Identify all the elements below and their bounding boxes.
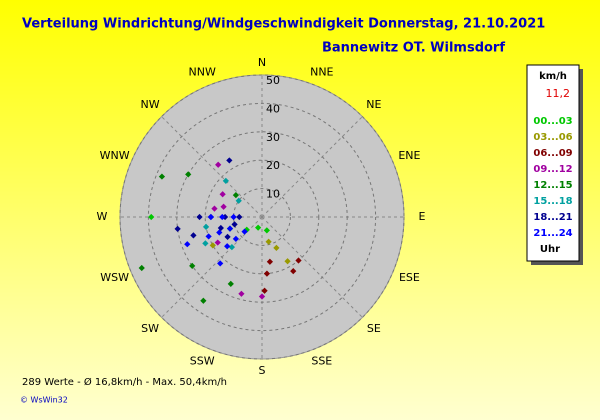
copyright: © WsWin32 xyxy=(20,396,68,405)
direction-label: ENE xyxy=(398,149,420,162)
data-point xyxy=(226,157,233,164)
direction-label: NNE xyxy=(310,66,333,79)
data-point xyxy=(214,239,221,246)
legend-entry: 09...12 xyxy=(533,164,572,175)
data-point xyxy=(290,267,297,275)
data-point xyxy=(231,221,238,228)
r-tick-label: 30 xyxy=(266,131,280,144)
data-point xyxy=(232,191,240,199)
chart-title: Verteilung Windrichtung/Windgeschwindigk… xyxy=(22,17,545,32)
legend-footer: Uhr xyxy=(540,244,560,255)
direction-label: WNW xyxy=(100,149,130,162)
direction-label: NNW xyxy=(189,66,216,79)
data-point xyxy=(261,287,268,294)
data-point xyxy=(222,177,229,184)
data-point xyxy=(266,258,274,265)
direction-label: SW xyxy=(141,322,159,335)
direction-label: NE xyxy=(366,98,381,111)
data-point xyxy=(226,225,234,232)
data-point xyxy=(215,161,222,168)
data-point xyxy=(263,270,271,277)
data-point xyxy=(224,243,231,250)
direction-label: ESE xyxy=(399,271,420,284)
direction-label: WSW xyxy=(100,271,129,284)
data-point xyxy=(184,241,191,248)
direction-label: SSW xyxy=(190,354,215,367)
data-point xyxy=(220,203,227,210)
data-point xyxy=(255,224,262,231)
r-tick-label: 20 xyxy=(266,159,280,172)
data-point xyxy=(258,293,266,300)
legend-entry: 00...03 xyxy=(533,116,572,127)
r-tick-label: 10 xyxy=(266,188,280,201)
data-point xyxy=(189,262,196,269)
direction-label: N xyxy=(258,56,266,69)
chart-subtitle: Bannewitz OT. Wilmsdorf xyxy=(322,41,505,56)
data-point xyxy=(238,290,245,297)
data-point xyxy=(236,213,243,221)
direction-label: SSE xyxy=(311,354,332,367)
legend-entry: 12...15 xyxy=(533,180,572,191)
grid-ring xyxy=(119,74,405,360)
r-tick-label: 50 xyxy=(266,74,280,87)
data-point xyxy=(232,235,240,243)
r-tick-label: 40 xyxy=(266,102,280,115)
direction-label: NW xyxy=(141,98,160,111)
current-value: 11,2 xyxy=(546,87,571,100)
data-point xyxy=(196,213,203,221)
legend-entry: 21...24 xyxy=(533,228,572,239)
legend-unit: km/h xyxy=(539,71,567,82)
data-point xyxy=(265,238,272,245)
data-point xyxy=(284,258,291,265)
direction-label: SE xyxy=(367,322,381,335)
data-point xyxy=(185,171,192,178)
direction-label: E xyxy=(419,210,426,223)
data-point xyxy=(209,242,216,249)
grid-ring xyxy=(204,159,320,275)
footer: 289 Werte - Ø 16,8km/h - Max. 50,4km/h xyxy=(22,376,227,388)
data-point xyxy=(202,240,209,247)
legend-entry: 15...18 xyxy=(533,196,572,207)
data-point xyxy=(295,257,302,264)
data-point xyxy=(158,173,166,180)
legend-entry: 03...06 xyxy=(533,132,572,143)
data-point xyxy=(216,229,223,236)
grid-ring xyxy=(233,188,291,246)
grid-ring xyxy=(176,131,348,303)
direction-label: S xyxy=(259,364,266,377)
data-point xyxy=(205,233,212,240)
legend-entry: 18...21 xyxy=(533,212,572,223)
legend-box xyxy=(526,64,580,262)
direction-label: W xyxy=(97,210,108,223)
legend-entry: 06...09 xyxy=(533,148,572,159)
